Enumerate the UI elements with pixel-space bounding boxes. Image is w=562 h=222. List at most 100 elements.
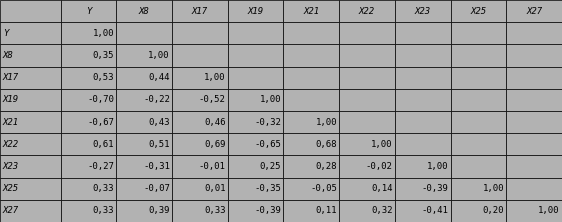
- Bar: [116, 111, 172, 133]
- Bar: [451, 44, 506, 67]
- Bar: [283, 89, 339, 111]
- Text: 0,32: 0,32: [371, 206, 393, 215]
- Text: 0,33: 0,33: [93, 184, 114, 193]
- Bar: [0, 67, 61, 89]
- Bar: [451, 155, 506, 178]
- Bar: [0, 0, 61, 22]
- Text: 0,44: 0,44: [148, 73, 170, 82]
- Text: -0,67: -0,67: [87, 118, 114, 127]
- Bar: [395, 200, 451, 222]
- Bar: [228, 111, 283, 133]
- Bar: [395, 44, 451, 67]
- Bar: [228, 133, 283, 155]
- Bar: [172, 44, 228, 67]
- Bar: [283, 111, 339, 133]
- Bar: [172, 111, 228, 133]
- Text: X22: X22: [359, 7, 375, 16]
- Text: 0,61: 0,61: [93, 140, 114, 149]
- Bar: [172, 133, 228, 155]
- Text: -0,41: -0,41: [422, 206, 448, 215]
- Bar: [339, 200, 395, 222]
- Bar: [172, 0, 228, 22]
- Bar: [283, 178, 339, 200]
- Text: 0,11: 0,11: [315, 206, 337, 215]
- Bar: [395, 133, 451, 155]
- Bar: [228, 44, 283, 67]
- Text: -0,01: -0,01: [199, 162, 225, 171]
- Bar: [339, 111, 395, 133]
- Bar: [395, 67, 451, 89]
- Text: 1,00: 1,00: [260, 95, 281, 104]
- Bar: [61, 67, 116, 89]
- Text: -0,70: -0,70: [87, 95, 114, 104]
- Bar: [506, 133, 562, 155]
- Text: 0,25: 0,25: [260, 162, 281, 171]
- Bar: [116, 44, 172, 67]
- Bar: [283, 44, 339, 67]
- Text: 1,00: 1,00: [93, 29, 114, 38]
- Bar: [0, 133, 61, 155]
- Bar: [283, 0, 339, 22]
- Bar: [451, 133, 506, 155]
- Bar: [451, 178, 506, 200]
- Text: -0,65: -0,65: [255, 140, 281, 149]
- Bar: [228, 67, 283, 89]
- Bar: [506, 111, 562, 133]
- Bar: [451, 22, 506, 44]
- Text: 1,00: 1,00: [427, 162, 448, 171]
- Text: 1,00: 1,00: [204, 73, 225, 82]
- Bar: [61, 0, 116, 22]
- Bar: [228, 89, 283, 111]
- Bar: [116, 89, 172, 111]
- Bar: [61, 133, 116, 155]
- Bar: [116, 200, 172, 222]
- Bar: [228, 178, 283, 200]
- Bar: [339, 155, 395, 178]
- Text: 0,20: 0,20: [483, 206, 504, 215]
- Bar: [283, 133, 339, 155]
- Bar: [228, 22, 283, 44]
- Text: -0,35: -0,35: [255, 184, 281, 193]
- Bar: [61, 155, 116, 178]
- Text: -0,39: -0,39: [422, 184, 448, 193]
- Bar: [506, 178, 562, 200]
- Bar: [395, 178, 451, 200]
- Bar: [61, 111, 116, 133]
- Text: 1,00: 1,00: [148, 51, 170, 60]
- Bar: [228, 155, 283, 178]
- Bar: [339, 44, 395, 67]
- Bar: [228, 0, 283, 22]
- Text: X17: X17: [192, 7, 208, 16]
- Bar: [451, 200, 506, 222]
- Text: X25: X25: [3, 184, 19, 193]
- Bar: [0, 200, 61, 222]
- Bar: [506, 44, 562, 67]
- Text: 0,14: 0,14: [371, 184, 393, 193]
- Bar: [172, 89, 228, 111]
- Text: X21: X21: [303, 7, 319, 16]
- Text: -0,07: -0,07: [143, 184, 170, 193]
- Bar: [116, 67, 172, 89]
- Text: 0,33: 0,33: [93, 206, 114, 215]
- Text: -0,22: -0,22: [143, 95, 170, 104]
- Text: 0,68: 0,68: [315, 140, 337, 149]
- Text: X22: X22: [3, 140, 19, 149]
- Bar: [116, 155, 172, 178]
- Bar: [61, 178, 116, 200]
- Text: 0,53: 0,53: [93, 73, 114, 82]
- Bar: [172, 67, 228, 89]
- Bar: [395, 89, 451, 111]
- Bar: [506, 67, 562, 89]
- Text: 0,35: 0,35: [93, 51, 114, 60]
- Bar: [451, 111, 506, 133]
- Bar: [116, 133, 172, 155]
- Text: X17: X17: [3, 73, 19, 82]
- Bar: [0, 178, 61, 200]
- Text: -0,02: -0,02: [366, 162, 393, 171]
- Bar: [451, 0, 506, 22]
- Bar: [283, 155, 339, 178]
- Text: 1,00: 1,00: [538, 206, 560, 215]
- Text: 0,39: 0,39: [148, 206, 170, 215]
- Text: 0,51: 0,51: [148, 140, 170, 149]
- Bar: [339, 22, 395, 44]
